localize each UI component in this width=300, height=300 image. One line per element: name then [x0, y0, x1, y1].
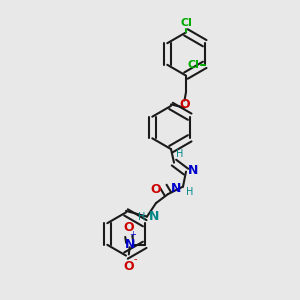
- Text: N: N: [124, 238, 135, 251]
- Text: Cl: Cl: [188, 60, 199, 70]
- Text: N: N: [171, 182, 181, 195]
- Text: H: H: [186, 187, 194, 197]
- Text: H: H: [176, 149, 183, 159]
- Text: O: O: [123, 221, 134, 234]
- Text: Cl: Cl: [180, 18, 192, 28]
- Text: O: O: [151, 183, 161, 196]
- Text: -: -: [133, 254, 137, 264]
- Text: +: +: [129, 230, 136, 239]
- Text: N: N: [188, 164, 198, 177]
- Text: H: H: [138, 212, 146, 222]
- Text: O: O: [179, 98, 190, 111]
- Text: N: N: [148, 210, 159, 223]
- Text: O: O: [123, 260, 134, 273]
